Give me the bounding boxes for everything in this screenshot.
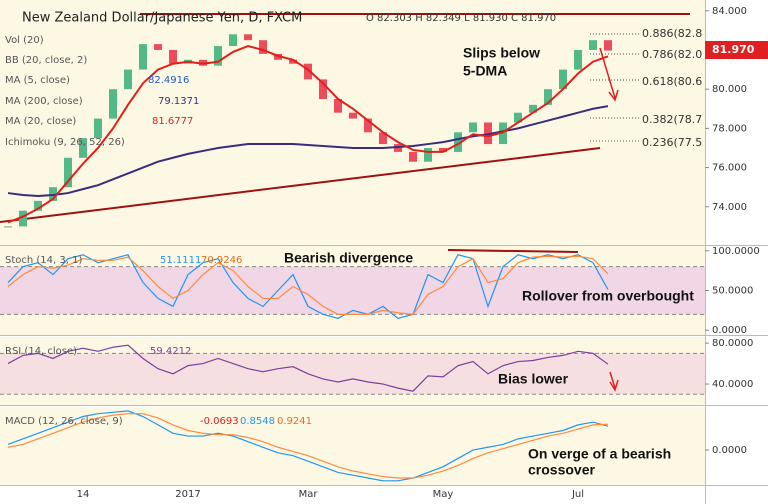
y-tick-label: 78.000 [712,123,747,134]
fib-label: 0.786(82.0 [642,48,702,61]
candle [154,44,162,50]
annotation: Bearish divergence [284,250,413,266]
indicator-value: 82.4916 [148,75,189,86]
candle [319,79,327,99]
candle [94,118,102,139]
candle [574,49,582,70]
candle [454,132,462,152]
annotation: Bias lower [498,371,569,387]
candle [139,44,147,70]
annotation: Slips below [463,45,540,61]
fib-label: 0.618(80.6 [642,75,702,88]
annotation: On verge of a bearish [528,446,671,462]
x-tick-label: Mar [299,489,319,500]
candle [424,147,432,162]
x-tick-label: 14 [77,489,90,500]
y-tick-label: 50.0000 [712,286,753,297]
candle [334,98,342,113]
candle [304,63,312,80]
legend-value: 0.8548 [240,416,275,427]
candle [124,69,132,90]
support-line [0,147,601,223]
indicator: BB (20, close, 2) [5,55,87,66]
candle [169,49,177,64]
candle [229,34,237,47]
y-tick-label: 0.0000 [712,445,747,456]
fib-label: 0.886(82.8 [642,27,702,40]
last-price-tag [705,41,768,59]
y-tick-label: 40.0000 [712,379,753,390]
candle [364,118,372,133]
legend-value: 59.4212 [150,346,191,357]
candle [259,40,267,54]
indicator: MA (5, close) [5,75,70,86]
indicator: Vol (20) [5,35,44,46]
candle [379,132,387,145]
x-tick-label: 2017 [175,489,200,500]
candle [64,157,72,188]
macd-panel [0,407,705,485]
divergence-line [447,249,579,253]
candle [559,69,567,90]
candle [289,59,297,64]
panel-title: MACD (12, 26, close, 9) [5,416,123,427]
series-line [7,410,609,482]
candle [589,40,597,50]
band [0,353,705,395]
y-tick-label: 76.000 [712,163,747,174]
candle [244,34,252,41]
y-tick-label: 100.0000 [712,246,760,257]
arrows [599,47,619,392]
legend-value: -0.0693 [200,416,239,427]
candle [79,138,87,158]
annotation: 5-DMA [463,63,507,79]
annotation: crossover [528,462,595,478]
y-tick-label: 0.0000 [712,325,747,336]
x-tick-label: Jul [571,489,584,500]
last-price-label: 81.970 [712,43,755,56]
series-line [7,105,609,198]
series-line [7,413,609,479]
ohlc: O 82.303 H 82.349 L 81.930 C 81.970 [366,13,556,24]
series-line [7,344,609,392]
y-tick-label: 74.000 [712,202,747,213]
annotation: Rollover from overbought [522,288,694,304]
y-tick-label: 80.0000 [712,338,753,349]
legend-value: 0.9241 [277,416,312,427]
candle [604,40,612,51]
legend-entry: MA (200, close) [5,96,83,107]
candle [469,122,477,133]
candle [529,104,537,113]
candle [4,226,12,228]
legend-value: 79.1371 [158,96,199,107]
candle [19,210,27,227]
chart-title: New Zealand Dollar/Japanese Yen, D, FXCM [22,11,302,26]
candle [439,147,447,152]
candle [214,46,222,66]
legend-value: 81.6777 [152,116,193,127]
panel-title: RSI (14, close) [5,346,77,357]
candle [409,151,417,162]
band [0,266,705,315]
y-tick-label: 80.000 [712,84,747,95]
legend-entry: MA (20, close) [5,116,76,127]
candle [349,112,357,119]
fib-levels [590,33,640,142]
series-line [7,255,609,315]
candle [514,112,522,123]
fib-label: 0.382(78.7 [642,113,702,126]
y-tick-label: 84.000 [712,6,747,17]
candle [34,200,42,211]
indicator: Ichimoku (9, 26, 52, 26) [5,137,125,148]
x-tick-label: May [433,489,454,500]
series-line [7,45,609,224]
candle [544,89,552,105]
legend-value: 51.1111 [160,255,201,266]
fib-label: 0.236(77.5 [642,136,702,149]
panel-title: Stoch (14, 3, 1) [5,255,82,266]
legend-value: 70.9246 [201,255,242,266]
candle [109,89,117,119]
